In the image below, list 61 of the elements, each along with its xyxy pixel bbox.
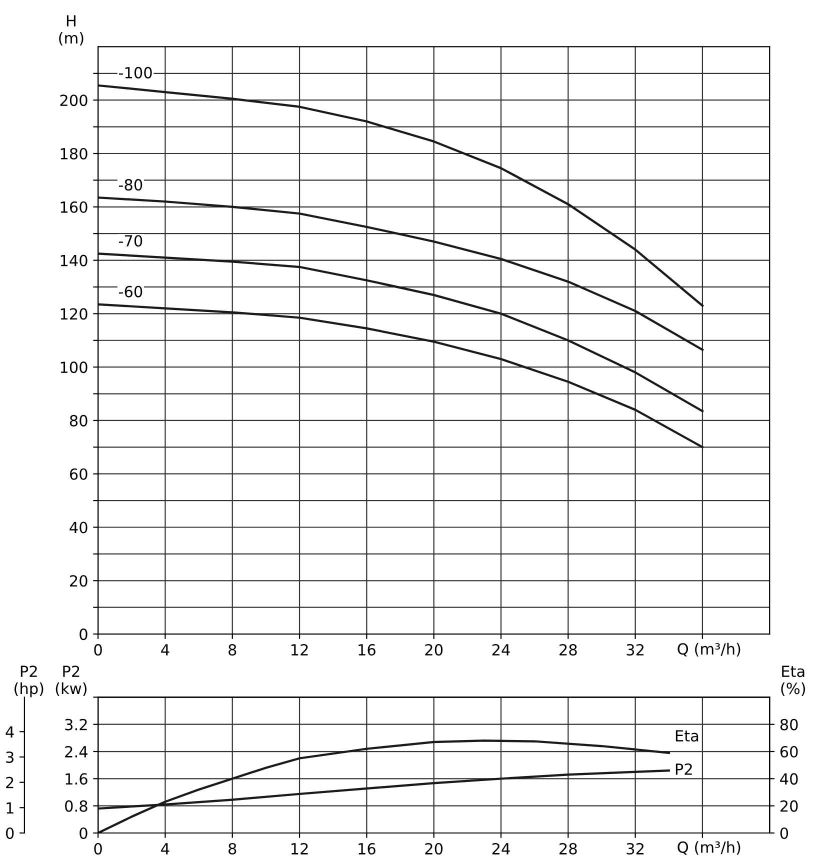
series-label: -80 — [118, 179, 142, 191]
y-tick-label: 200 — [60, 94, 88, 106]
y-tick-label: 140 — [60, 254, 88, 266]
line-series — [98, 740, 670, 833]
y2-tick-label: 80 — [780, 718, 798, 730]
x-tick-label: 12 — [291, 644, 308, 656]
x-tick-label: 0 — [94, 644, 102, 656]
y2-tick-label: 0 — [780, 827, 788, 840]
x-tick-label: 24 — [492, 842, 510, 854]
series-label: P2 — [676, 763, 692, 775]
x-tick-label: 20 — [425, 842, 443, 855]
line-series — [98, 252, 704, 412]
y3-tick-label: 3 — [6, 751, 14, 764]
x-tick-label: 4 — [161, 843, 170, 854]
x-axis-title: Q (m³/h) — [678, 642, 740, 656]
x-tick-label: 32 — [626, 644, 644, 656]
y2-axis-title: Eta (%) — [781, 666, 806, 696]
y-tick-label: 0 — [80, 827, 88, 840]
y-tick-label: 2.4 — [65, 746, 88, 758]
y-tick-label: 20 — [70, 575, 88, 587]
x-tick-label: 12 — [291, 842, 308, 854]
series-label: -60 — [118, 286, 142, 298]
series-label: -70 — [118, 235, 142, 247]
y3-tick-label: 0 — [6, 827, 14, 840]
line-series — [98, 196, 704, 351]
x-tick-label: 28 — [560, 842, 577, 855]
y-axis-title: H (m) — [59, 15, 84, 46]
y3-axis-title: P2 (hp) — [14, 666, 44, 698]
y-tick-label: 160 — [60, 201, 88, 213]
y-tick-label: 40 — [70, 522, 88, 534]
y2-tick-label: 60 — [780, 746, 798, 758]
x-tick-label: 8 — [228, 644, 236, 656]
y-tick-label: 180 — [60, 148, 88, 160]
y3-tick-label: 4 — [6, 726, 14, 738]
y2-tick-label: 20 — [780, 800, 798, 812]
line-series — [98, 84, 704, 307]
x-tick-label: 4 — [161, 644, 170, 656]
y2-tick-label: 40 — [780, 773, 798, 785]
y3-tick-label: 2 — [6, 776, 14, 788]
y-tick-label: 3.2 — [65, 718, 87, 730]
x-tick-label: 32 — [626, 842, 644, 855]
y-tick-label: 1.6 — [66, 773, 88, 785]
x-tick-label: 24 — [492, 644, 510, 656]
y-tick-label: 80 — [70, 414, 88, 426]
x-tick-label: 20 — [425, 644, 443, 656]
x-tick-label: 0 — [94, 842, 102, 855]
x-axis-title: Q (m³/h) — [678, 841, 740, 855]
y-tick-label: 60 — [70, 468, 88, 480]
y-tick-label: 0.8 — [65, 800, 88, 812]
x-tick-label: 16 — [358, 644, 376, 656]
x-tick-label: 28 — [560, 644, 577, 656]
y-axis-title: P2 (kw) — [56, 666, 87, 696]
y-tick-label: 120 — [60, 308, 88, 320]
y3-tick-label: 1 — [6, 802, 14, 814]
series-label: -100 — [118, 66, 152, 78]
y-tick-label: 0 — [80, 628, 88, 640]
line-series — [98, 303, 704, 448]
x-tick-label: 16 — [358, 842, 376, 855]
y-tick-label: 100 — [60, 362, 88, 374]
series-label: Eta — [676, 730, 698, 742]
x-tick-label: 8 — [228, 842, 236, 855]
